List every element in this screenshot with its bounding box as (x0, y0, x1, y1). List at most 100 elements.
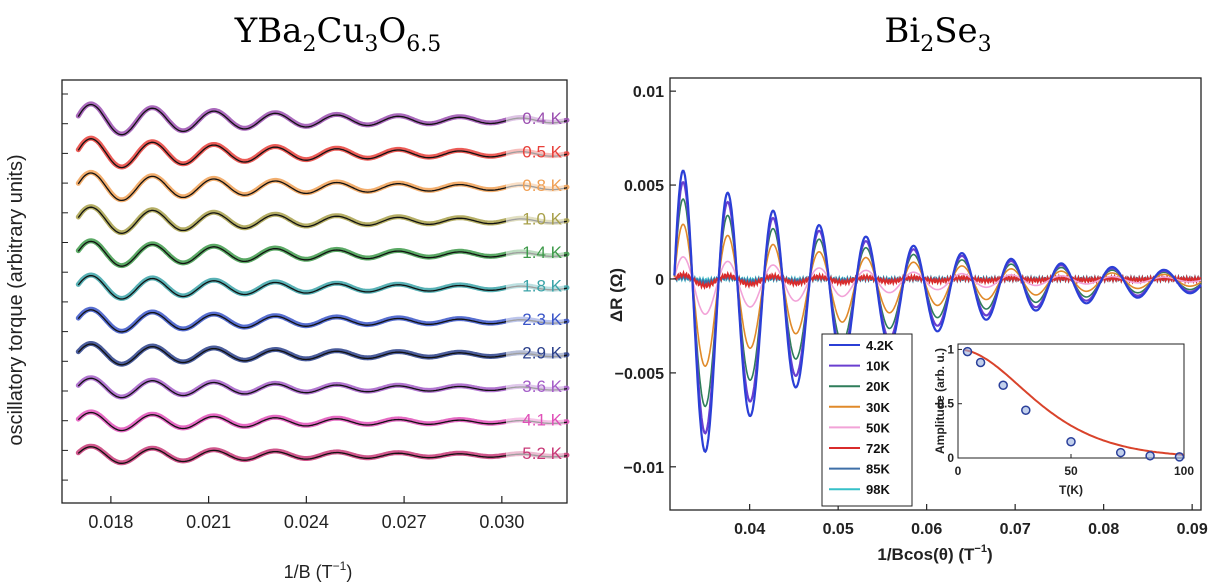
left-x-tick-label-0: 0.018 (88, 512, 133, 532)
right-y-tick-label-3: −0.005 (615, 366, 664, 383)
left-panel: YBa2Cu3O6.5 0.018 0.021 0.024 0.027 0.030 0.… (5, 11, 570, 582)
left-series-label-8: 3.6 K (522, 377, 562, 396)
legend-label-2: 20K (866, 379, 890, 394)
inset-chart: 0 50 100 0 0.5 1 Amplitude (arb. u.) T(K) (933, 342, 1194, 497)
left-series-label-bg-3 (506, 208, 564, 229)
left-series-label-5: 1.8 K (522, 277, 562, 296)
left-x-axis-label: 1/B (T−1) (284, 559, 353, 582)
inset-point-4 (1066, 436, 1076, 447)
left-x-tick-label-2: 0.024 (284, 512, 329, 532)
right-series-0 (673, 169, 1202, 454)
left-series-fit-5 (77, 274, 568, 300)
legend-label-3: 30K (866, 400, 890, 415)
left-series-fit-8 (77, 377, 568, 399)
left-x-tick-label-1: 0.021 (186, 512, 231, 532)
left-series-label-bg-4 (506, 242, 564, 262)
left-y-axis-label: oscillatory torque (arbitrary units) (5, 154, 27, 445)
right-y-axis-label: ΔR (Ω) (607, 268, 626, 322)
right-panel: Bi2Se3 0.04 0.05 0.06 0.07 0.08 0.09 0.01 0.00… (607, 11, 1208, 564)
inset-x-tick-label-0: 0 (955, 464, 962, 478)
left-x-tick-label-3: 0.027 (382, 512, 427, 532)
left-series-label-bg-2 (506, 175, 564, 195)
inset-point-7 (1174, 452, 1185, 462)
left-series-label-7: 2.9 K (522, 344, 562, 363)
legend-box (821, 333, 913, 507)
inset-point-3 (1021, 405, 1031, 415)
left-curves (75, 101, 570, 466)
left-series-fit-9 (77, 411, 568, 432)
left-series-label-3: 1.0 K (522, 210, 562, 229)
inset-x-axis-label: T(K) (1059, 483, 1083, 497)
right-curves (673, 169, 1202, 454)
left-series-fit-1 (77, 138, 568, 169)
left-series-fit-6 (77, 309, 568, 333)
right-legend: 4.2K 10K 20K 30K 50K 72K 85K 98K (821, 333, 913, 507)
inset-x-tick-label-2: 100 (1174, 464, 1194, 478)
left-series-fit-3 (77, 206, 568, 234)
left-series-label-2: 0.8 K (522, 176, 562, 195)
left-series-label-1: 0.5 K (522, 143, 562, 162)
right-x-tick-label-4: 0.08 (1088, 521, 1119, 538)
left-x-ticks: 0.018 0.021 0.024 0.027 0.030 (88, 496, 524, 532)
left-series-fit-0 (77, 103, 568, 136)
right-series-5 (673, 269, 1202, 291)
right-x-axis-label: 1/Bcos(θ) (T−1) (877, 543, 992, 564)
inset-x-tick-label-1: 50 (1064, 464, 1078, 478)
right-y-tick-label-1: 0.005 (624, 178, 664, 195)
inset-y-tick-label-2: 1 (947, 342, 954, 356)
right-title: Bi2Se3 (884, 11, 991, 57)
right-x-tick-label-1: 0.05 (823, 521, 854, 538)
right-x-ticks: 0.04 0.05 0.06 0.07 0.08 0.09 (734, 504, 1208, 538)
left-series-label-10: 5.2 K (522, 444, 562, 463)
left-series-fit-4 (77, 240, 568, 267)
left-series-label-bg-7 (506, 342, 564, 363)
left-series-fit-10 (77, 446, 568, 464)
inset-point-6 (1145, 451, 1155, 461)
left-series-label-bg-0 (506, 108, 564, 128)
right-y-tick-label-2: 0 (655, 272, 664, 289)
left-series-label-bg-5 (506, 275, 564, 296)
right-x-tick-label-0: 0.04 (734, 521, 765, 538)
left-series-label-bg-6 (506, 309, 564, 329)
inset-point-1 (975, 357, 986, 368)
left-y-ticks (62, 93, 68, 481)
legend-label-7: 98K (866, 482, 890, 497)
left-series-fit-2 (77, 172, 568, 202)
inset-content: 0 50 100 0 0.5 1 (937, 342, 1194, 478)
legend-label-5: 72K (866, 441, 890, 456)
left-series-label-bg-8 (506, 376, 564, 396)
legend-label-6: 85K (866, 462, 890, 477)
right-series-4 (673, 256, 1202, 316)
inset-point-2 (998, 380, 1008, 391)
left-series-label-4: 1.4 K (522, 243, 562, 262)
left-series-label-9: 4.1 K (522, 411, 562, 430)
left-title: YBa2Cu3O6.5 (234, 11, 442, 57)
left-series-label-bg-9 (506, 409, 564, 430)
inset-fit-curve (964, 349, 1185, 456)
inset-y-tick-label-1: 0.5 (937, 397, 954, 411)
left-plot-frame (61, 79, 568, 504)
left-series-labels: 0.4 K 0.5 K 0.8 K 1.0 K 1.4 K 1.8 K 2.3 K 2.9 K… (506, 108, 564, 463)
legend-items: 4.2K 10K 20K 30K 50K 72K 85K 98K (829, 338, 894, 497)
left-x-tick-label-4: 0.030 (479, 512, 524, 532)
left-series-label-0: 0.4 K (522, 109, 562, 128)
right-y-tick-label-0: 0.01 (633, 84, 664, 101)
right-plot-frame (669, 77, 1202, 511)
left-series-label-bg-1 (506, 141, 564, 162)
right-x-tick-label-2: 0.06 (911, 521, 942, 538)
right-y-tick-label-4: −0.01 (624, 460, 665, 477)
left-series-label-6: 2.3 K (522, 310, 562, 329)
left-series-label-bg-10 (506, 443, 564, 463)
inset-y-axis-label: Amplitude (arb. u.) (933, 348, 947, 454)
right-x-tick-label-5: 0.09 (1177, 521, 1208, 538)
right-x-tick-label-3: 0.07 (1000, 521, 1031, 538)
legend-label-4: 50K (866, 420, 890, 435)
inset-point-0 (962, 346, 973, 357)
right-y-ticks: 0.01 0.005 0 −0.005 −0.01 (615, 84, 676, 477)
inset-point-5 (1115, 447, 1126, 458)
legend-label-1: 10K (866, 359, 890, 374)
inset-y-tick-label-0: 0 (947, 451, 954, 465)
legend-label-0: 4.2K (866, 338, 894, 353)
left-series-fit-7 (77, 343, 568, 366)
